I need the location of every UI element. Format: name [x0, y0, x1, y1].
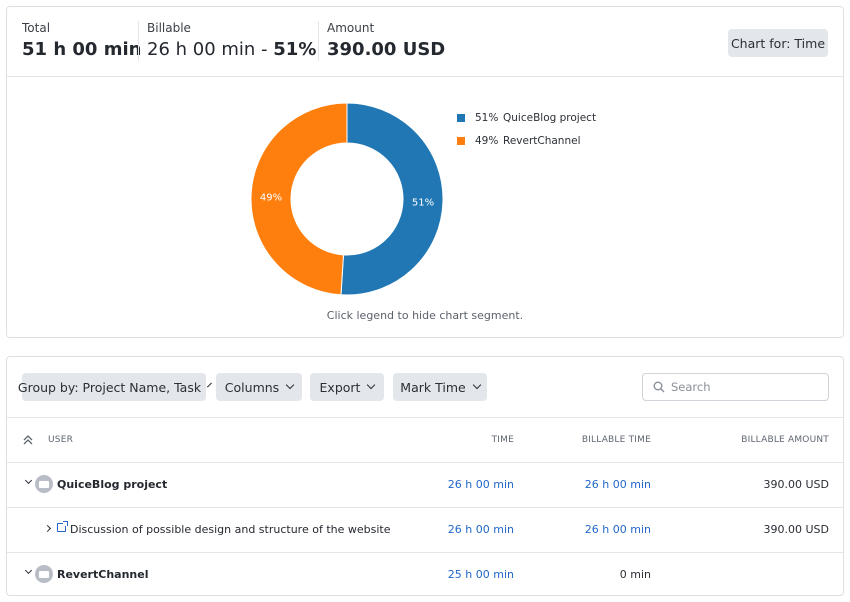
billable-percent: 51% — [273, 39, 317, 60]
legend-label: RevertChannel — [503, 134, 581, 147]
column-header-billable-time[interactable]: BILLABLE TIME — [581, 435, 651, 445]
chevron-down-icon — [207, 382, 213, 388]
columns-label: Columns — [224, 379, 280, 395]
amount-value: 390.00 USD — [327, 39, 446, 60]
mark-time-button[interactable]: Mark Time — [393, 373, 487, 401]
summary-bar: Total 51 h 00 min Billable 26 h 00 min -… — [7, 7, 843, 77]
group-by-button[interactable]: Group by: Project Name, Task — [18, 373, 213, 401]
table-row[interactable]: Discussion of possible design and struct… — [7, 508, 843, 553]
export-label: Export — [319, 379, 361, 395]
legend-swatch — [457, 136, 465, 145]
total-value: 51 h 00 min — [22, 39, 142, 60]
total-label: Total — [22, 21, 51, 35]
time-link[interactable]: 26 h 00 min — [447, 478, 514, 491]
billable-time-link[interactable]: 26 h 00 min — [584, 523, 651, 536]
project-name: RevertChannel — [57, 568, 149, 581]
chevron-down-icon — [367, 380, 376, 390]
collapse-all-icon[interactable] — [23, 434, 33, 446]
billable-stat: Billable 26 h 00 min - 51% — [147, 21, 316, 61]
task-name: Discussion of possible design and struct… — [70, 523, 391, 536]
group-by-label: Group by: Project Name, Task — [17, 379, 202, 395]
legend-item-revertchannel[interactable]: 49% RevertChannel — [457, 129, 596, 152]
folder-icon — [35, 565, 53, 583]
search-box[interactable] — [642, 373, 829, 401]
billable-time: 0 min — [619, 568, 651, 581]
amount-label: Amount — [327, 21, 375, 35]
time-link[interactable]: 25 h 00 min — [447, 568, 514, 581]
amount-stat: Amount 390.00 USD — [327, 21, 445, 61]
stat-divider — [318, 21, 319, 61]
chart-legend: 51% QuiceBlog project 49% RevertChannel — [457, 106, 596, 152]
collapse-icon[interactable] — [24, 566, 33, 575]
table-header: USER TIME BILLABLE TIME BILLABLE AMOUNT — [7, 417, 843, 463]
chevron-down-icon — [285, 380, 295, 390]
column-header-billable-amount[interactable]: BILLABLE AMOUNT — [741, 435, 829, 445]
donut-segment[interactable] — [340, 102, 444, 296]
donut-chart: 51% 49% — [250, 102, 444, 296]
expand-icon[interactable] — [43, 524, 52, 533]
column-header-time[interactable]: TIME — [491, 435, 514, 445]
billable-amount: 390.00 USD — [763, 523, 830, 536]
chart-hint: Click legend to hide chart segment. — [326, 309, 524, 322]
billable-time: 26 h 00 min - — [147, 39, 274, 60]
time-link[interactable]: 26 h 00 min — [447, 523, 514, 536]
search-input[interactable] — [671, 380, 811, 394]
columns-button[interactable]: Columns — [216, 373, 302, 401]
external-link-icon[interactable] — [57, 521, 68, 532]
donut-segment[interactable] — [250, 102, 348, 296]
legend-percent: 51% — [475, 111, 499, 124]
legend-percent: 49% — [475, 134, 499, 147]
table-row[interactable]: RevertChannel 25 h 00 min 0 min — [7, 553, 843, 598]
donut-segment-label: 51% — [412, 197, 434, 208]
column-header-user[interactable]: USER — [48, 435, 74, 445]
legend-label: QuiceBlog project — [503, 111, 597, 124]
chart-for-button[interactable]: Chart for: Time — [728, 29, 828, 57]
donut-segment-label: 49% — [260, 193, 282, 204]
billable-amount: 390.00 USD — [763, 478, 830, 491]
total-stat: Total 51 h 00 min — [22, 21, 141, 61]
billable-label: Billable — [147, 21, 191, 35]
collapse-icon[interactable] — [24, 476, 33, 485]
project-name: QuiceBlog project — [57, 478, 168, 491]
search-icon — [653, 381, 665, 393]
export-button[interactable]: Export — [310, 373, 384, 401]
mark-time-label: Mark Time — [400, 379, 466, 395]
chevron-down-icon — [472, 380, 481, 390]
stat-divider — [138, 21, 139, 61]
summary-card: Total 51 h 00 min Billable 26 h 00 min -… — [6, 6, 844, 338]
legend-item-quiceblog[interactable]: 51% QuiceBlog project — [457, 106, 596, 129]
billable-value: 26 h 00 min - 51% — [147, 39, 316, 61]
folder-icon — [35, 475, 53, 493]
legend-swatch — [457, 113, 465, 122]
table-row[interactable]: QuiceBlog project 26 h 00 min 26 h 00 mi… — [7, 463, 843, 508]
report-card: Group by: Project Name, Task Columns Exp… — [6, 356, 844, 596]
billable-time-link[interactable]: 26 h 00 min — [584, 478, 651, 491]
